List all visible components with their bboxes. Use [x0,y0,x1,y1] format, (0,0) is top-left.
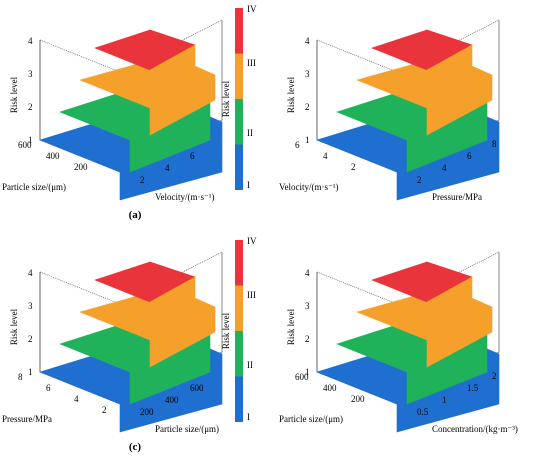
colorbar-title: Risk level [221,312,231,349]
y-tick-label: 1.5 [467,383,479,393]
colorbar-title: Risk level [221,80,231,117]
box-edge [316,39,398,73]
x-tick-label: 400 [46,151,60,161]
surface [39,261,223,433]
z-tick-label: 3 [305,69,310,79]
colorbar [235,8,243,190]
z-axis-title: Risk level [286,308,296,345]
colorbar-segment-III [235,285,243,331]
y-tick-label: 0.5 [417,407,429,417]
y-axis-title: Pressure/MPa [432,192,482,202]
y-tick-label: 4 [165,163,170,173]
colorbar-tick-label: II [247,128,253,138]
x-tick-label: 8 [18,372,23,382]
y-tick-label: 600 [190,383,204,393]
z-tick-label: 3 [28,301,33,311]
x-axis-title: Particle size/(μm) [279,414,343,424]
surface-level-III-front [426,306,493,368]
colorbar-tick-label: I [247,412,250,422]
colorbar-segment-IV [235,8,243,54]
y-tick-label: 400 [165,395,179,405]
colorbar-tick-label: IV [247,4,257,14]
z-tick-label: 4 [305,36,310,46]
x-tick-label: 200 [351,394,365,404]
colorbar-tick-label: II [247,360,253,370]
z-tick-label: 3 [28,69,33,79]
chart-panel-2: 1 2 3 4 Risk level 6 4 2 Velocity/(m·s⁻¹) 2 4 6 8 Pre… [279,19,500,202]
panel-caption: (a) [129,209,142,221]
x-tick-label: 6 [46,383,51,393]
surface-level-IV-front [426,276,473,328]
box-edge [39,39,121,73]
colorbar-tick-label: IV [247,236,257,246]
z-tick-label: 2 [305,102,310,112]
surface-level-IV-front [426,44,473,96]
x-tick-label: 4 [74,394,79,404]
z-tick-label: 4 [305,268,310,278]
colorbar-segment-II [235,331,243,377]
surface [316,261,500,433]
x-axis-title: Particle size/(μm) [2,182,66,192]
z-tick-label: 1 [305,135,310,145]
x-tick-label: 600 [295,372,309,382]
y-axis-title: Concentration/(kg·m⁻³) [432,424,518,434]
y-axis-title: Particle size/(μm) [155,424,219,434]
y-tick-label: 2 [492,371,497,381]
x-tick-label: 600 [18,140,32,150]
y-tick-label: 8 [492,139,497,149]
x-tick-label: 2 [102,405,107,415]
colorbar-segment-IV [235,240,243,286]
chart-panel-3: 1 2 3 4 Risk level 8 6 4 2 Pressure/MPa 200 400 600 P… [2,236,257,453]
colorbar-tick-label: I [247,180,250,190]
y-tick-label: 6 [467,151,472,161]
y-tick-label: 4 [442,163,447,173]
colorbar-segment-I [235,144,243,190]
y-tick-label: 1 [442,395,447,405]
surface [39,29,223,201]
y-tick-label: 200 [140,407,154,417]
surface-level-IV-front [149,44,196,96]
surface [316,29,500,201]
z-tick-label: 3 [305,301,310,311]
x-tick-label: 6 [295,140,300,150]
x-axis-title: Velocity/(m·s⁻¹) [279,182,338,192]
y-tick-label: 2 [417,175,422,185]
surface-level-III-front [149,306,216,368]
z-tick-label: 1 [28,367,33,377]
y-tick-label: 6 [190,151,195,161]
box-edge [39,271,121,305]
box-edge [316,271,398,305]
colorbar-segment-I [235,376,243,422]
chart-panel-4: 1 2 3 4 Risk level 600 400 200 Particle size/(μm… [279,251,518,434]
x-tick-label: 200 [74,162,88,172]
z-tick-label: 2 [28,102,33,112]
x-tick-label: 2 [351,162,356,172]
colorbar-tick-label: III [247,58,256,68]
z-tick-label: 2 [28,334,33,344]
surface-level-III-front [426,74,493,136]
z-tick-label: 4 [28,268,33,278]
y-axis-title: Velocity/(m·s⁻¹) [155,192,214,202]
z-tick-label: 1 [28,135,33,145]
x-tick-label: 4 [323,151,328,161]
z-tick-label: 1 [305,367,310,377]
colorbar [235,240,243,422]
y-tick-label: 2 [140,175,145,185]
x-axis-title: Pressure/MPa [2,414,52,424]
chart-panel-1: 1 2 3 4 Risk level 600 400 200 Particle size/(μm… [2,4,257,221]
colorbar-segment-II [235,99,243,145]
colorbar-segment-III [235,53,243,99]
z-tick-label: 4 [28,36,33,46]
z-axis-title: Risk level [9,76,19,113]
colorbar-tick-label: III [247,290,256,300]
z-tick-label: 2 [305,334,310,344]
z-axis-title: Risk level [286,76,296,113]
z-axis-title: Risk level [9,308,19,345]
surface-level-III-front [149,74,216,136]
panel-caption: (c) [129,441,142,453]
x-tick-label: 400 [323,383,337,393]
surface-level-IV-front [149,276,196,328]
